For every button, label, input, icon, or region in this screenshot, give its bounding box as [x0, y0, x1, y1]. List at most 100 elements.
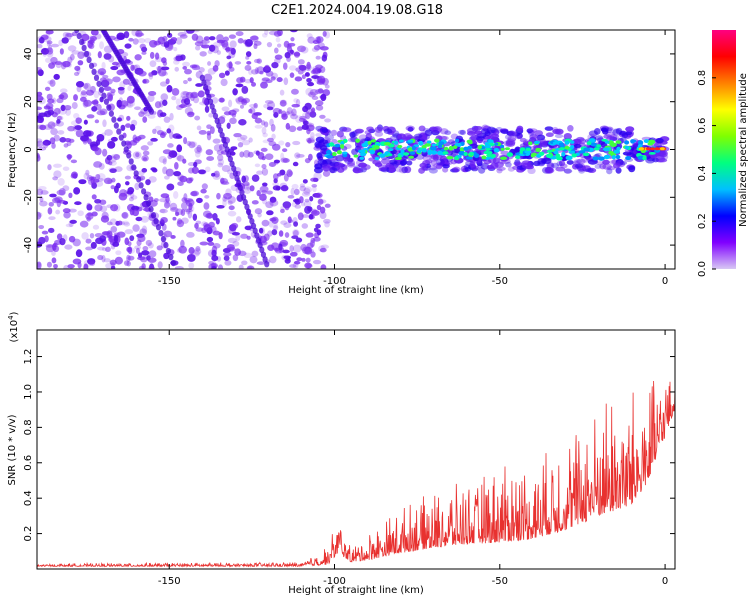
spectrogram-cell — [142, 150, 150, 156]
spectrogram-cell — [249, 185, 255, 192]
x-tick-label: -150 — [158, 276, 181, 287]
spectrogram-cell — [272, 173, 279, 181]
spectrogram-cell — [292, 161, 299, 167]
spectrogram-cell — [89, 232, 95, 239]
spectrogram-cell — [332, 152, 337, 157]
spectrogram-cell — [123, 146, 129, 153]
spectrogram-cell — [251, 174, 260, 182]
spectrogram-cell — [306, 77, 312, 83]
spectrogram-cell — [305, 111, 311, 120]
spectrogram-cell — [194, 146, 203, 154]
spectrogram-cell — [378, 153, 386, 158]
spectrogram-cell — [264, 99, 274, 105]
spectrogram-cell — [544, 126, 554, 131]
spectrogram-cell — [234, 174, 240, 182]
spectrogram-cell — [322, 30, 327, 37]
spectrogram-cell — [343, 143, 352, 150]
spectrogram-cell — [290, 113, 298, 120]
spectrogram-cell — [242, 198, 248, 206]
spectrogram-cell — [82, 99, 89, 108]
spectrogram-cell — [128, 100, 136, 107]
spectrogram-cell — [648, 151, 656, 155]
spectrogram-cell — [86, 56, 92, 64]
spectrogram-cell — [131, 205, 140, 211]
spectrogram-cell — [70, 53, 75, 61]
spectrogram-cell — [441, 136, 449, 141]
spectrogram-cell — [42, 50, 48, 57]
spectrogram-cell — [468, 140, 473, 145]
spectrogram-cell — [46, 93, 53, 101]
spectrogram-cell — [538, 151, 545, 156]
spectrogram-cell — [299, 183, 306, 188]
spectrogram-cell — [134, 245, 142, 250]
spectrogram-cell — [317, 76, 323, 82]
spectrogram-cell — [256, 170, 264, 175]
spectrogram-cell — [159, 112, 167, 117]
spectrogram-cell — [212, 213, 218, 221]
spectrogram-cell — [296, 153, 305, 158]
spectrogram-cell — [323, 218, 331, 224]
spectrogram-cell — [193, 96, 200, 104]
spectrogram-cell — [209, 36, 216, 41]
spectrogram-cell — [311, 75, 320, 79]
spectrogram-cell — [37, 152, 40, 159]
spectrogram-cell — [388, 165, 396, 173]
spectrogram-cell — [105, 246, 111, 253]
spectrogram-cell — [170, 259, 176, 267]
spectrogram-cell — [195, 83, 203, 87]
spectrogram-cell — [238, 264, 244, 269]
spectrogram-cell — [227, 237, 237, 244]
spectrogram-cell — [220, 115, 226, 119]
spectrogram-cell — [244, 225, 252, 231]
colorbar: 0.0 0.2 0.4 0.6 0.8 Normalized spectral ampl… — [697, 30, 749, 277]
spectrogram-cell — [169, 207, 179, 212]
spectrogram-cell — [526, 128, 534, 134]
spectrogram-cell — [316, 204, 322, 211]
spectrogram-cell — [254, 67, 259, 75]
spectrogram-cell — [108, 55, 115, 63]
spectrogram-cell — [481, 155, 487, 160]
spectrogram-cell — [147, 141, 154, 146]
spectrogram-cell — [113, 203, 121, 212]
spectrogram-cell — [492, 157, 500, 165]
spectrogram-cell — [211, 265, 217, 269]
spectrogram-cell — [191, 64, 201, 71]
spectrogram-cell — [431, 129, 440, 136]
spectrogram-cell — [397, 133, 407, 141]
spectrogram-cell — [421, 132, 428, 139]
spectrogram-cell — [147, 94, 155, 102]
spectrogram-cell — [269, 217, 277, 222]
spectrogram-cell — [240, 134, 248, 141]
spectrogram-cell — [249, 77, 254, 84]
spectrogram-cell — [285, 122, 291, 130]
spectrogram-cell — [165, 78, 170, 85]
spectrogram-cell — [221, 136, 227, 144]
spectrogram-cell — [91, 68, 97, 76]
spectrogram-cell — [96, 134, 105, 142]
spectrogram-cell — [182, 158, 187, 164]
spectrogram-cell — [301, 214, 310, 218]
spectrogram-cell — [309, 111, 317, 118]
spectrogram-cell — [311, 107, 316, 113]
spectrogram-cell — [219, 131, 225, 139]
spectrogram-cell — [206, 93, 212, 101]
spectrogram-cell — [120, 100, 129, 107]
spectrogram-cell — [596, 144, 602, 148]
spectrogram-cell — [148, 72, 154, 77]
spectrogram-cell — [239, 189, 245, 196]
spectrogram-cell — [243, 150, 251, 158]
spectrogram-cell — [232, 108, 240, 113]
spectrogram-cell — [249, 35, 259, 41]
spectrogram-cell — [293, 98, 299, 103]
spectrogram-cell — [409, 151, 416, 155]
spectrogram-cell — [561, 151, 566, 157]
spectrogram-cell — [266, 190, 273, 195]
spectrogram-cell — [101, 211, 109, 220]
spectrogram-cell — [122, 220, 130, 226]
spectrogram-cell — [43, 124, 53, 130]
spectrogram-cell — [165, 196, 170, 203]
spectrogram-cell — [63, 104, 72, 111]
spectrogram-cell — [224, 260, 232, 266]
spectrogram-cell — [289, 251, 298, 257]
spectrogram-cell — [324, 221, 330, 228]
